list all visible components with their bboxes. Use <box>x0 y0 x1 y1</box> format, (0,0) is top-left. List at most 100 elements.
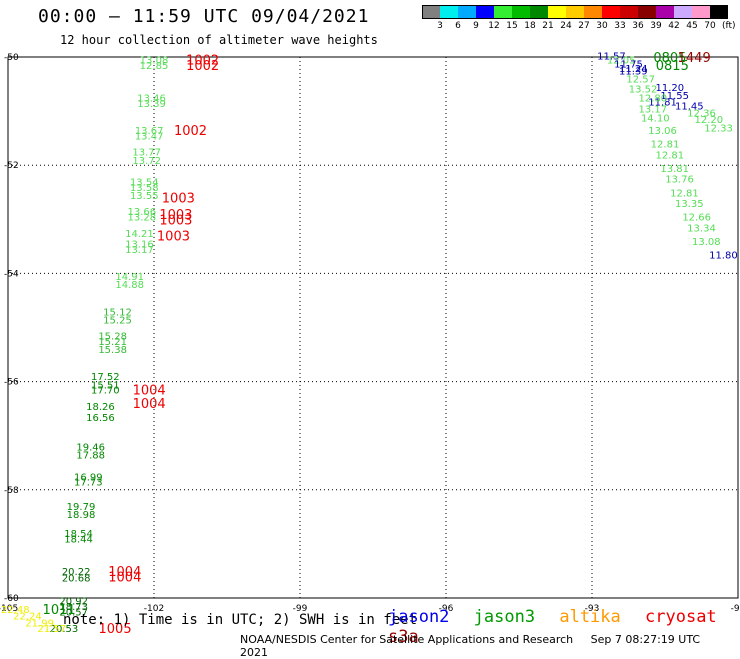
wave-height-label: 18.44 <box>64 534 93 545</box>
wave-height-label: 14.91 <box>115 272 144 283</box>
legend-tick-label: 27 <box>578 21 590 31</box>
legend-tick-label: 3 <box>437 21 443 31</box>
wave-height-label: 20.68 <box>62 573 91 584</box>
wave-height-label: 11.20 <box>656 83 685 94</box>
wave-height-label: 19.79 <box>67 502 96 513</box>
wave-height-label: 13.08 <box>692 237 721 248</box>
wave-height-label: 12.81 <box>656 150 685 161</box>
wave-height-label: 20.57 <box>59 608 88 619</box>
x-tick-label: -93 <box>585 604 600 614</box>
legend-tick-label: 30 <box>596 21 608 31</box>
legend-swatch <box>494 5 512 19</box>
legend-tick-label: 24 <box>560 21 572 31</box>
legend-tick-label: 45 <box>686 21 698 31</box>
wave-height-label: 13.16 <box>125 240 154 251</box>
pressure-label: 1002 <box>186 54 219 69</box>
legend-tick-label: 70 <box>704 21 716 31</box>
legend-swatch <box>512 5 530 19</box>
satellite-legend: jason2 jason3 altika cryosat s3a <box>388 607 740 647</box>
wave-height-label: 13.28 <box>128 213 157 224</box>
wave-height-label: 15.38 <box>98 345 127 356</box>
y-tick-label: -60 <box>4 594 19 604</box>
pressure-label: 0815 <box>656 59 689 74</box>
legend-tick-label: 12 <box>488 21 500 31</box>
wave-height-label: 11.81 <box>648 97 677 108</box>
pressure-label: 1004 <box>108 565 141 580</box>
legend-swatch <box>620 5 638 19</box>
wave-height-label: 11.75 <box>614 59 643 70</box>
wave-height-label: 13.46 <box>137 94 166 105</box>
legend-swatch <box>674 5 692 19</box>
legend-tick-label: 36 <box>632 21 644 31</box>
satellite-cryosat: cryosat <box>645 607 717 627</box>
wave-height-label: 21.57 <box>37 624 66 635</box>
satellite-altika: altika <box>559 607 621 627</box>
wave-height-label: 13.06 <box>648 126 677 137</box>
wave-height-label: 12.33 <box>704 123 733 134</box>
pressure-label: 1004 <box>133 397 166 412</box>
wave-height-label: 13.72 <box>132 156 161 167</box>
wave-height-label: 11.45 <box>675 102 704 113</box>
wave-height-label: 13.66 <box>128 207 157 218</box>
x-tick-label: -96 <box>439 604 454 614</box>
pressure-label: 1003 <box>159 208 192 223</box>
legend-border <box>422 5 728 19</box>
plot-frame <box>7 56 739 599</box>
legend-swatch <box>566 5 584 19</box>
wave-height-label: 20.53 <box>50 624 79 635</box>
wave-height-label: 13.76 <box>665 175 694 186</box>
wave-height-label: 12.80 <box>639 94 668 105</box>
wave-height-label: 11.24 <box>619 64 648 75</box>
legend-swatch <box>476 5 494 19</box>
wave-height-label: 14.21 <box>125 229 154 240</box>
wave-height-label: 13.58 <box>130 183 159 194</box>
satellite-jason2: jason2 <box>388 607 450 627</box>
wave-height-label: 22.48 <box>1 605 30 616</box>
wave-height-label: 15.51 <box>91 380 120 391</box>
legend-tick-label: 39 <box>650 21 662 31</box>
pressure-label: 1002 <box>174 124 207 139</box>
pressure-label: 0805 <box>653 51 686 66</box>
pressure-label: 1003 <box>162 192 195 207</box>
wave-height-label: 12.05 <box>607 56 636 67</box>
wave-height-label: 16.99 <box>74 472 103 483</box>
wave-height-label: 14.88 <box>115 280 144 291</box>
wave-height-label: 13.08 <box>140 56 169 67</box>
legend-tick-label: 6 <box>455 21 461 31</box>
wave-height-label: 13.17 <box>125 245 154 256</box>
x-tick-label: -99 <box>293 604 308 614</box>
satellite-s3a: s3a <box>388 627 419 647</box>
wave-height-label: 12.20 <box>694 115 723 126</box>
legend-tick-label: 18 <box>524 21 536 31</box>
wave-height-label: 18.98 <box>67 510 96 521</box>
legend-swatch <box>548 5 566 19</box>
pressure-label: 1002 <box>186 59 219 74</box>
legend-swatch <box>530 5 548 19</box>
wave-height-label: 12.81 <box>670 188 699 199</box>
wave-height-label: 12.57 <box>626 75 655 86</box>
pressure-label: 1004 <box>108 570 141 585</box>
footer-note: note: 1) Time is in UTC; 2) SWH is in fe… <box>63 612 418 628</box>
pressure-label: 1449 <box>678 51 711 66</box>
legend-swatch <box>710 5 728 19</box>
y-tick-label: -54 <box>4 269 19 279</box>
legend-swatch <box>458 5 476 19</box>
wave-height-label: 13.35 <box>675 199 704 210</box>
pressure-label: 1004 <box>133 384 166 399</box>
legend-swatch <box>440 5 458 19</box>
wave-height-label: 11.80 <box>709 250 738 261</box>
wave-height-label: 18.54 <box>64 529 93 540</box>
wave-height-label: 17.52 <box>91 372 120 383</box>
wave-height-label: 15.12 <box>103 307 132 318</box>
wave-height-label: 12.81 <box>651 140 680 151</box>
wave-height-label: 13.52 <box>629 84 658 95</box>
pressure-label: 1003 <box>157 230 190 245</box>
pressure-label: 1005 <box>99 622 132 637</box>
wave-height-label: 13.39 <box>137 99 166 110</box>
credit-text: NOAA/NESDIS Center for Satellite Applica… <box>240 633 574 646</box>
legend-unit: (ft) <box>722 21 736 31</box>
wave-height-label: 13.54 <box>130 177 159 188</box>
wave-height-label: 15.21 <box>98 337 127 348</box>
legend-swatch <box>638 5 656 19</box>
legend-tick-label: 15 <box>506 21 518 31</box>
